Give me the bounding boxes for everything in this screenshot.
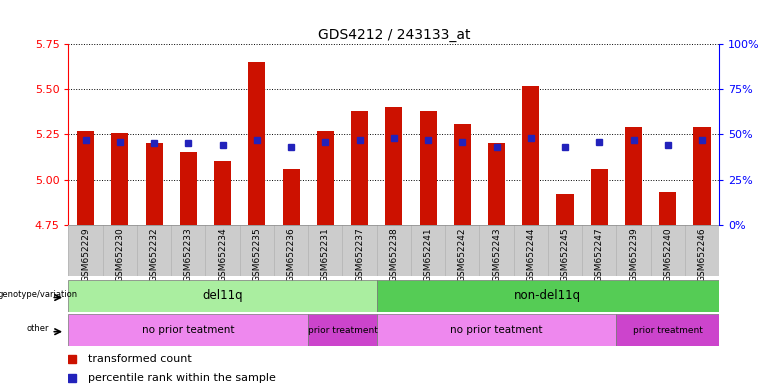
Bar [351,111,368,225]
Text: other: other [27,324,49,333]
Bar [591,169,608,225]
Bar [488,143,505,225]
Bar [214,162,231,225]
Bar [180,152,197,225]
Text: GSM652245: GSM652245 [561,227,569,282]
Text: GSM652241: GSM652241 [424,227,432,282]
Text: GSM652231: GSM652231 [321,227,330,282]
Bar [659,192,677,225]
Text: GSM652242: GSM652242 [458,227,466,282]
Bar [308,314,377,346]
Text: GSM652235: GSM652235 [253,227,261,282]
Text: GSM652237: GSM652237 [355,227,364,282]
Text: non-del11q: non-del11q [514,290,581,302]
Text: GSM652234: GSM652234 [218,227,227,282]
Bar [693,127,711,225]
Bar [377,280,719,312]
Bar [556,194,574,225]
Text: GSM652243: GSM652243 [492,227,501,282]
Bar [616,314,719,346]
Text: transformed count: transformed count [88,354,192,364]
Title: GDS4212 / 243133_at: GDS4212 / 243133_at [317,28,470,42]
Bar [377,314,616,346]
Text: genotype/variation: genotype/variation [0,290,78,299]
Bar [317,131,334,225]
Text: GSM652244: GSM652244 [527,227,535,282]
Text: no prior teatment: no prior teatment [451,325,543,335]
Bar [385,107,403,225]
Bar [111,132,129,225]
Bar [522,86,540,225]
Bar [625,127,642,225]
Text: del11q: del11q [202,290,243,302]
Bar [68,280,377,312]
Bar [248,62,266,225]
Text: prior treatment: prior treatment [307,326,377,334]
Text: GSM652239: GSM652239 [629,227,638,282]
Text: GSM652236: GSM652236 [287,227,295,282]
Text: no prior teatment: no prior teatment [142,325,234,335]
Bar [454,124,471,225]
Text: GSM652247: GSM652247 [595,227,603,282]
Text: GSM652230: GSM652230 [116,227,124,282]
Bar [77,131,94,225]
Bar [68,314,308,346]
Bar [419,111,437,225]
Text: GSM652232: GSM652232 [150,227,158,282]
Text: GSM652246: GSM652246 [698,227,706,282]
Text: prior treatment: prior treatment [633,326,702,334]
Bar [145,143,163,225]
Text: GSM652229: GSM652229 [81,227,90,282]
Text: GSM652233: GSM652233 [184,227,193,282]
Text: GSM652238: GSM652238 [390,227,398,282]
Text: GSM652240: GSM652240 [664,227,672,282]
Bar [282,169,300,225]
Text: percentile rank within the sample: percentile rank within the sample [88,373,276,383]
